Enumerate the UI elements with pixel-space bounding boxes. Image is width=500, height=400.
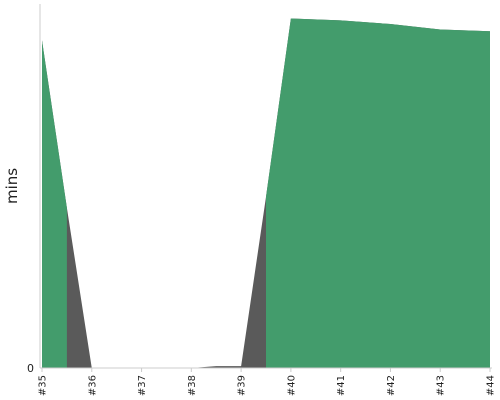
x-axis-ticks: #35 #36 #37 #38 #39 #40 #41 #42 #43 #44 [38, 368, 497, 396]
x-tick-label: #40 [286, 375, 297, 396]
x-tick-label: #43 [436, 375, 447, 396]
series-areas [42, 18, 490, 369]
y-tick-label: 0 [27, 362, 34, 375]
y-axis-ticks: 0 [27, 362, 34, 375]
x-tick-label: #39 [237, 375, 248, 396]
x-tick-label: #42 [386, 375, 397, 396]
x-tick-label: #35 [38, 375, 49, 396]
x-tick-label: #41 [336, 375, 347, 396]
x-tick-label: #38 [187, 375, 198, 396]
area-series-green-right [266, 18, 490, 369]
x-tick-label: #37 [137, 375, 148, 396]
y-axis-title: mins [3, 168, 21, 204]
x-tick-label: #44 [486, 375, 497, 396]
area-series-green-left [42, 40, 67, 369]
x-tick-label: #36 [87, 375, 98, 396]
